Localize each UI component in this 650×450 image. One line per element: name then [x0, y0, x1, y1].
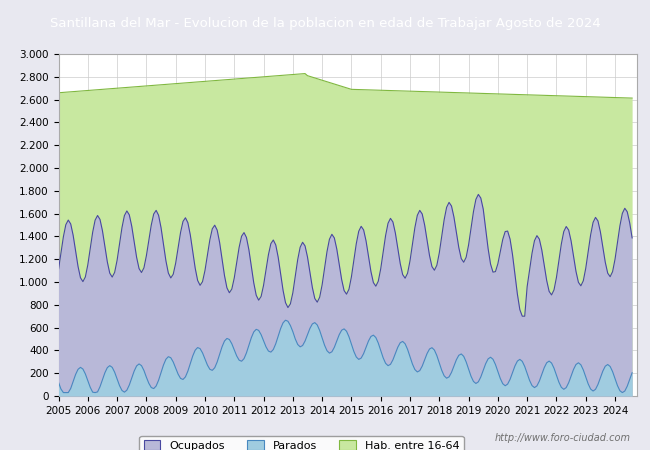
Legend: Ocupados, Parados, Hab. entre 16-64: Ocupados, Parados, Hab. entre 16-64	[139, 436, 463, 450]
Text: http://www.foro-ciudad.com: http://www.foro-ciudad.com	[495, 433, 630, 443]
Text: Santillana del Mar - Evolucion de la poblacion en edad de Trabajar Agosto de 202: Santillana del Mar - Evolucion de la pob…	[49, 17, 601, 30]
